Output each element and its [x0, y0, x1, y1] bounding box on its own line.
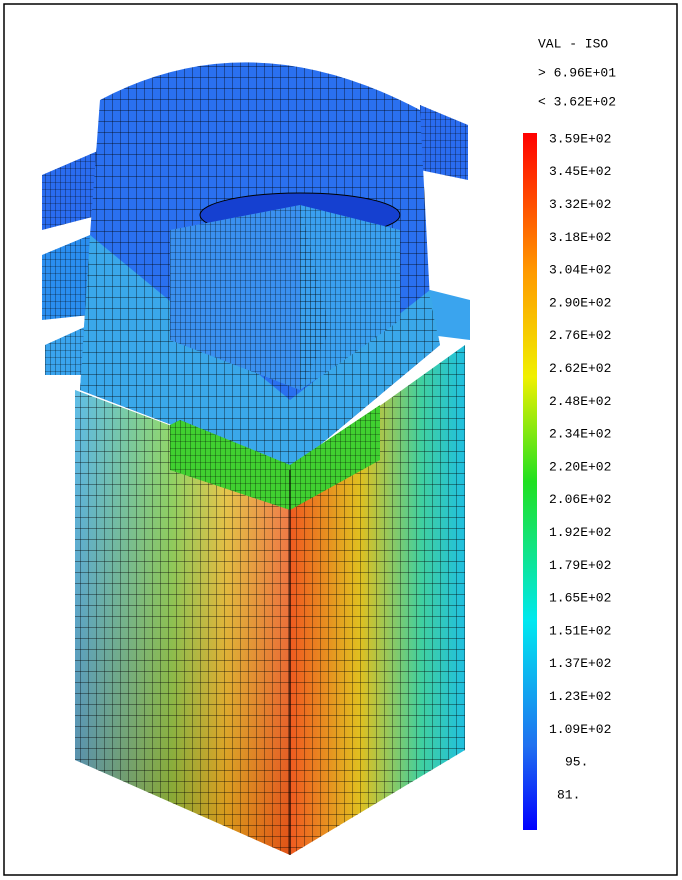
- legend-label: 2.06E+02: [549, 492, 611, 507]
- legend-label: 81.: [557, 787, 580, 802]
- legend-label: 2.34E+02: [549, 427, 611, 442]
- legend-label: 95.: [565, 755, 588, 770]
- legend-label: 2.90E+02: [549, 295, 611, 310]
- legend-label: 1.79E+02: [549, 558, 611, 573]
- legend-label: 1.09E+02: [549, 722, 611, 737]
- legend-title: VAL - ISO: [538, 36, 608, 51]
- view: VAL - ISO > 6.96E+01 < 3.62E+02 3.59E+02…: [0, 0, 682, 880]
- legend-label: 1.92E+02: [549, 525, 611, 540]
- legend-label: 2.20E+02: [549, 459, 611, 474]
- legend-label: 3.32E+02: [549, 197, 611, 212]
- legend-label: 2.62E+02: [549, 361, 611, 376]
- legend-label: 3.45E+02: [549, 164, 611, 179]
- legend-label: 2.76E+02: [549, 328, 611, 343]
- legend-label: 1.37E+02: [549, 656, 611, 671]
- legend-label: 2.48E+02: [549, 394, 611, 409]
- legend-min: > 6.96E+01: [538, 65, 616, 80]
- mesh-model: [42, 62, 470, 855]
- legend-label: 3.18E+02: [549, 230, 611, 245]
- legend-max: < 3.62E+02: [538, 94, 616, 109]
- color-bar: [523, 133, 537, 830]
- legend-label: 3.04E+02: [549, 263, 611, 278]
- legend-label: 1.65E+02: [549, 591, 611, 606]
- legend-label: 1.51E+02: [549, 623, 611, 638]
- legend-label: 1.23E+02: [549, 689, 611, 704]
- legend-label: 3.59E+02: [549, 131, 611, 146]
